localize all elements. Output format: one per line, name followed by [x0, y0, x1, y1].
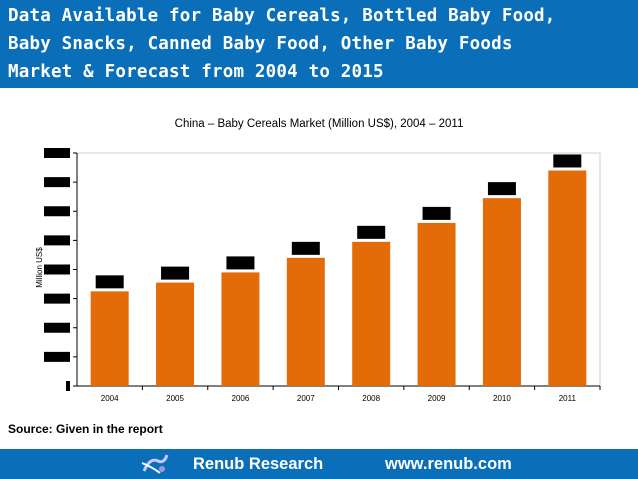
title-line-3: Market & Forecast from 2004 to 2015 [8, 62, 384, 82]
bar-chart: Million US$ 2004 2005 2006 2007 2008 2009 2010 2… [35, 148, 601, 403]
y-tick-label-redacted [44, 148, 70, 158]
footer-bar: Renub Research www.renub.com [0, 449, 638, 479]
data-label-redacted-2009 [422, 206, 451, 220]
data-label-redacted-2010 [487, 182, 516, 196]
x-tick-label-2006: 2006 [232, 394, 250, 403]
bar-2010 [482, 198, 521, 386]
title-line-1: Data Available for Baby Cereals, Bottled… [8, 6, 556, 26]
data-label-redacted-2005 [161, 266, 190, 280]
y-tick-label-redacted [44, 293, 70, 304]
footer-url[interactable]: www.renub.com [385, 455, 512, 473]
x-tick-label-2004: 2004 [101, 394, 119, 403]
data-label-redacted-2011 [553, 154, 582, 168]
x-tick-label-2008: 2008 [362, 394, 380, 403]
title-line-2: Baby Snacks, Canned Baby Food, Other Bab… [8, 34, 513, 54]
y-tick-label-redacted [44, 177, 70, 188]
bar-2007 [286, 257, 325, 386]
y-tick-label-redacted [44, 264, 70, 275]
bar-2005 [156, 282, 195, 386]
data-label-redacted-2008 [357, 225, 386, 239]
y-tick-label-redacted [44, 351, 70, 362]
data-label-redacted-2004 [95, 275, 124, 289]
bar-2009 [417, 222, 456, 386]
title-banner: Data Available for Baby Cereals, Bottled… [0, 0, 638, 88]
x-tick-label-2005: 2005 [166, 394, 184, 403]
x-tick-label-2011: 2011 [559, 394, 577, 403]
data-label-redacted-2007 [291, 241, 320, 255]
y-axis-label: Million US$ [35, 247, 44, 288]
y-tick-label-redacted [44, 206, 70, 217]
y-tick-label-redacted [44, 235, 70, 246]
chart-title: China – Baby Cereals Market (Million US$… [174, 118, 464, 130]
plot-frame [76, 152, 601, 387]
renub-logo-icon [141, 454, 169, 474]
source-note: Source: Given in the report [8, 422, 163, 436]
x-tick-label-2009: 2009 [428, 394, 446, 403]
x-tick-label-2007: 2007 [297, 394, 315, 403]
footer-org: Renub Research [193, 455, 324, 473]
bar-2006 [221, 272, 260, 386]
y-tick-label-redacted [44, 322, 70, 333]
y-tick-label-redacted [66, 381, 70, 391]
bar-2008 [352, 241, 391, 386]
data-label-redacted-2006 [226, 256, 255, 270]
x-tick-label-2010: 2010 [493, 394, 511, 403]
bar-2004 [90, 291, 129, 386]
bar-2011 [548, 170, 587, 386]
